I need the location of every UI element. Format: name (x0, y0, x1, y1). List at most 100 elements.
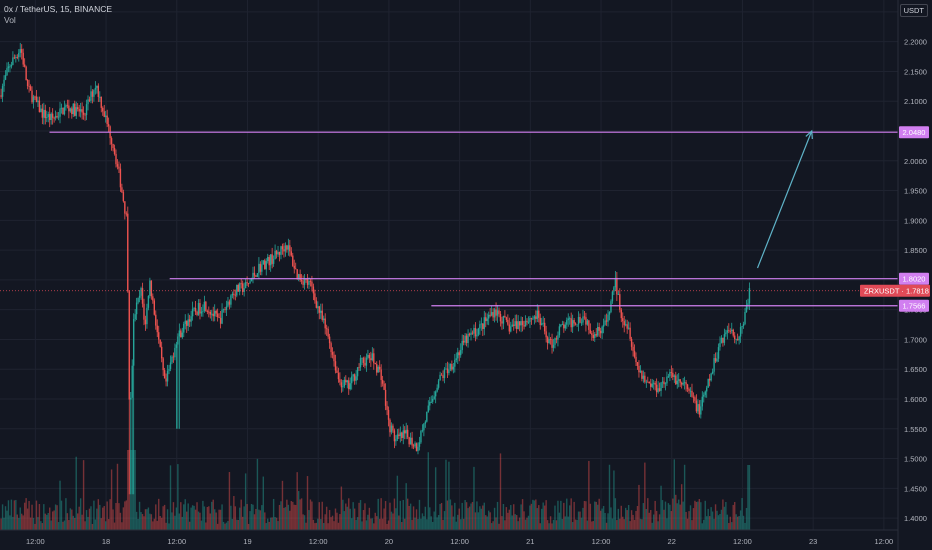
volume-bar (240, 499, 242, 530)
candle-body (40, 108, 42, 113)
volume-bar (96, 508, 98, 530)
volume-bar (530, 503, 533, 530)
candle-body (43, 109, 45, 118)
candle-body (54, 115, 57, 118)
volume-bar (577, 511, 580, 530)
volume-bar (134, 450, 136, 530)
volume-bar (334, 508, 337, 530)
currency-badge[interactable]: USDT (899, 4, 928, 17)
candle-body (121, 187, 123, 193)
volume-bar (373, 523, 375, 530)
volume-bar (429, 507, 431, 530)
candle-body (731, 329, 733, 331)
volume-bar (115, 502, 117, 530)
volume-bar (102, 507, 104, 530)
candle-body (670, 372, 673, 373)
volume-bar (683, 464, 686, 530)
candle-body (558, 326, 561, 336)
price-axis[interactable]: 2.25002.20002.15002.10002.05002.00001.95… (904, 8, 927, 523)
projection-arrow[interactable] (756, 129, 813, 269)
volume-bar (41, 523, 44, 530)
candle-body (398, 434, 400, 437)
candle-body (224, 309, 226, 311)
volume-bar (418, 499, 421, 530)
candle-body (125, 213, 128, 215)
volume-bar (415, 509, 418, 530)
volume-bar (714, 504, 717, 530)
volume-bar (116, 463, 119, 530)
candle-body (719, 342, 721, 348)
candle-body (219, 317, 222, 324)
candle-body (474, 328, 477, 337)
volume-bar (555, 520, 558, 530)
x-tick-label: 21 (526, 537, 534, 546)
candle-body (177, 336, 179, 345)
candle-body (502, 315, 505, 324)
candle-body (595, 334, 597, 336)
horizontal-levels[interactable] (0, 131, 898, 307)
candle-body (305, 279, 307, 280)
candle-body (695, 400, 698, 412)
volume-bar (725, 501, 727, 530)
volume-bar (234, 506, 237, 530)
candle-body (300, 280, 303, 282)
candle-body (365, 357, 368, 366)
volume-bar (295, 504, 297, 530)
candle-body (620, 309, 622, 319)
candle-body (66, 105, 69, 107)
candle-body (131, 365, 133, 398)
candle-body (233, 293, 235, 295)
time-axis[interactable]: 12:00 18 12:00 19 12:00 20 12:00 21 12:00 22 12:00… (26, 537, 893, 546)
volume-bar (405, 483, 407, 530)
volume-bar (200, 520, 203, 530)
candle-body (71, 108, 73, 115)
candle-body (622, 318, 624, 322)
volume-bar (290, 501, 293, 530)
candle-body (546, 337, 549, 344)
candle-body (323, 318, 325, 320)
candle-body (362, 358, 365, 363)
volume-bar (138, 501, 141, 530)
volume-bar (652, 514, 655, 530)
volume-bar (241, 516, 244, 530)
candle-body (1, 86, 4, 97)
volume-bar (710, 507, 712, 530)
candle-body (433, 396, 435, 399)
candle-body (116, 164, 119, 167)
candle-body (511, 324, 513, 327)
candle-body (599, 330, 602, 334)
volume-bar (88, 508, 91, 530)
volume-bar (691, 520, 693, 530)
volume-bar (554, 505, 556, 530)
volume-bar (127, 450, 129, 530)
y-tick-label: 2.1500 (904, 67, 927, 76)
volume-bar (675, 494, 677, 530)
candle-body (287, 245, 290, 250)
candle-body (96, 85, 98, 88)
symbol-title[interactable]: 0x / TetherUS, 15, BINANCE (4, 4, 113, 14)
volume-bar (692, 508, 695, 530)
volume-bar (644, 462, 646, 530)
candle-body (380, 369, 382, 381)
volume-bar (552, 519, 555, 530)
volume-bar (256, 458, 259, 530)
volume-bar (738, 515, 740, 530)
candle-body (728, 330, 730, 332)
candle-body (21, 49, 23, 53)
volume-bar (392, 513, 394, 530)
volume-bar (7, 500, 10, 530)
candle-body (293, 265, 295, 269)
volume-bar (589, 503, 592, 530)
volume-bar (271, 517, 273, 530)
volume-bar (396, 475, 399, 530)
volume-bar (194, 509, 197, 530)
volume-bar (574, 519, 577, 530)
candle-body (234, 294, 237, 296)
x-tick-label: 12:00 (309, 537, 328, 546)
volume-bar (538, 505, 540, 530)
volume-bar (735, 514, 737, 530)
candle-body (529, 318, 531, 322)
volume-bar (60, 500, 63, 530)
candle-body (119, 168, 122, 188)
